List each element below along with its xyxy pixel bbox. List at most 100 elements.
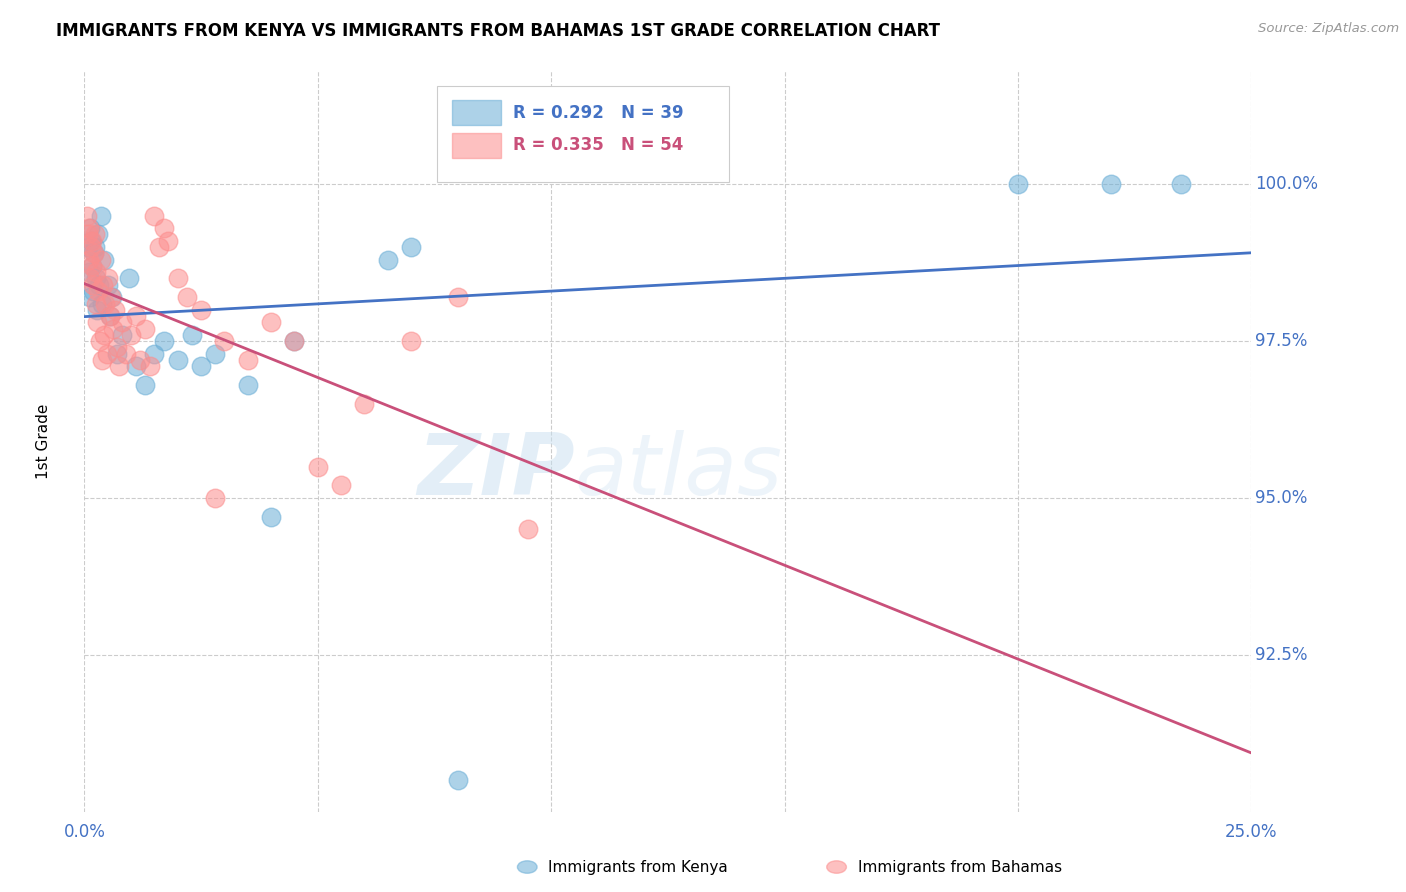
Point [93, 327, 115, 342]
Point [176, 290, 198, 304]
Point [82, 277, 104, 292]
Point [83, 240, 105, 254]
Point [125, 309, 148, 323]
Point [101, 290, 124, 304]
Point [98, 309, 121, 323]
Point [90, 252, 112, 267]
Point [111, 315, 134, 329]
FancyBboxPatch shape [451, 100, 501, 126]
Point [125, 359, 148, 374]
Point [148, 240, 170, 254]
Point [87, 227, 110, 242]
Point [236, 353, 259, 368]
Point [1170, 178, 1192, 192]
Point [86, 265, 108, 279]
Point [91, 353, 114, 368]
FancyBboxPatch shape [451, 133, 501, 158]
Point [399, 240, 422, 254]
Point [77, 240, 100, 254]
Point [77, 252, 100, 267]
Point [152, 334, 174, 348]
Point [166, 271, 188, 285]
Point [100, 290, 122, 304]
Text: 97.5%: 97.5% [1254, 332, 1308, 351]
Point [90, 209, 112, 223]
Point [93, 252, 115, 267]
Point [260, 509, 283, 524]
Point [307, 459, 329, 474]
Point [236, 378, 259, 392]
Point [138, 359, 160, 374]
Point [143, 347, 166, 361]
Point [83, 246, 105, 260]
Point [98, 309, 121, 323]
Point [516, 522, 538, 536]
Point [152, 221, 174, 235]
Point [91, 296, 114, 310]
Point [103, 321, 125, 335]
Point [80, 259, 103, 273]
Text: 92.5%: 92.5% [1254, 646, 1308, 664]
Point [77, 265, 100, 279]
Point [91, 277, 114, 292]
Point [105, 347, 128, 361]
Point [134, 378, 156, 392]
Point [83, 246, 105, 260]
Point [204, 491, 226, 505]
Point [76, 227, 98, 242]
Text: Immigrants from Kenya: Immigrants from Kenya [548, 860, 728, 874]
Point [120, 327, 142, 342]
Point [190, 359, 212, 374]
Point [214, 334, 236, 348]
Text: Immigrants from Bahamas: Immigrants from Bahamas [858, 860, 1062, 874]
Point [118, 271, 141, 285]
Point [79, 290, 101, 304]
Text: 100.0%: 100.0% [1254, 176, 1317, 194]
Point [105, 340, 128, 354]
Point [76, 209, 98, 223]
Point [1007, 178, 1029, 192]
Point [104, 302, 127, 317]
Point [96, 347, 118, 361]
Point [134, 321, 156, 335]
Point [79, 221, 101, 235]
Point [204, 347, 226, 361]
Point [260, 315, 283, 329]
Point [97, 277, 120, 292]
Point [82, 259, 104, 273]
Point [190, 302, 212, 317]
Point [447, 290, 470, 304]
Point [97, 271, 120, 285]
Point [84, 296, 107, 310]
Point [166, 353, 188, 368]
Point [86, 302, 108, 317]
Point [111, 327, 134, 342]
Point [79, 221, 101, 235]
Text: atlas: atlas [575, 430, 783, 513]
Text: R = 0.292   N = 39: R = 0.292 N = 39 [513, 103, 683, 122]
Text: 95.0%: 95.0% [1254, 489, 1308, 507]
Point [94, 296, 117, 310]
Point [80, 234, 103, 248]
Point [283, 334, 305, 348]
Text: ZIP: ZIP [416, 430, 575, 513]
Point [447, 773, 470, 788]
Point [143, 209, 166, 223]
Point [180, 327, 202, 342]
Text: 1st Grade: 1st Grade [37, 404, 51, 479]
Point [89, 334, 111, 348]
Point [157, 234, 180, 248]
Text: Source: ZipAtlas.com: Source: ZipAtlas.com [1258, 22, 1399, 36]
Point [377, 252, 399, 267]
Point [330, 478, 353, 492]
Point [399, 334, 422, 348]
Point [108, 359, 131, 374]
FancyBboxPatch shape [437, 87, 728, 183]
Point [86, 315, 108, 329]
Point [84, 271, 107, 285]
Point [83, 227, 105, 242]
Point [87, 284, 110, 298]
Text: R = 0.335   N = 54: R = 0.335 N = 54 [513, 136, 683, 154]
Point [283, 334, 305, 348]
Point [89, 277, 111, 292]
